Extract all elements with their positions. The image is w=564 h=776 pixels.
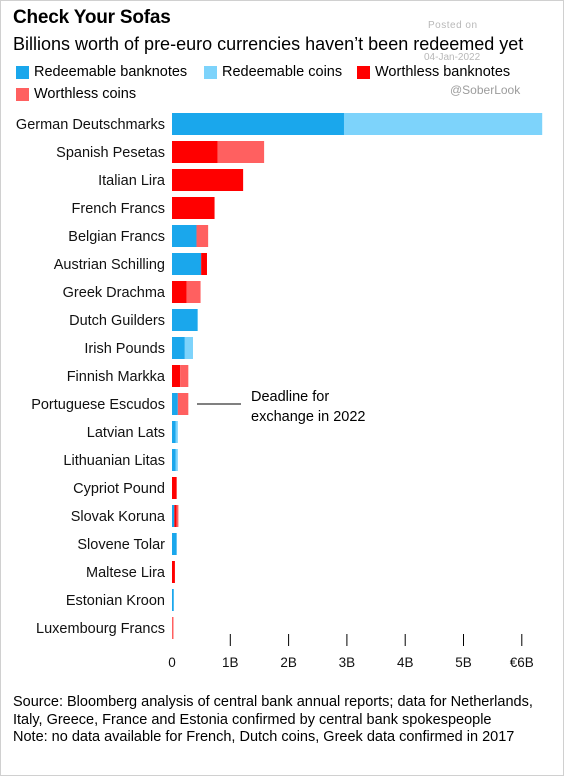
legend-item-worthless-coins: Worthless coins: [16, 86, 136, 102]
chart-title: Check Your Sofas: [13, 7, 171, 28]
category-label-estonian-kroon: Estonian Kroon: [66, 593, 165, 609]
category-label-austrian-schilling: Austrian Schilling: [54, 257, 165, 273]
watermark-handle: @SoberLook: [450, 83, 521, 97]
bar-italian-lira-worthless-banknotes: [172, 169, 244, 191]
category-label-italian-lira: Italian Lira: [98, 173, 166, 189]
bar-irish-pounds-redeemable-coins: [184, 337, 193, 359]
bar-maltese-lira-worthless-banknotes: [172, 561, 175, 583]
annotation-line2: exchange in 2022: [251, 409, 366, 425]
legend-label: Redeemable banknotes: [34, 64, 188, 80]
category-label-greek-drachma: Greek Drachma: [63, 285, 166, 301]
category-label-french-francs: French Francs: [72, 201, 165, 217]
legend-swatch-worthless-coins: [16, 87, 29, 101]
category-label-finnish-markka: Finnish Markka: [67, 369, 166, 385]
legend-item-redeemable-banknotes: Redeemable banknotes: [16, 64, 187, 80]
bar-cypriot-pound-worthless-banknotes: [172, 477, 177, 499]
bar-dutch-guilders-redeemable-banknotes: [172, 309, 198, 331]
category-label-lithuanian-litas: Lithuanian Litas: [63, 453, 165, 469]
category-label-irish-pounds: Irish Pounds: [84, 341, 165, 357]
bar-spanish-pesetas-worthless-banknotes: [172, 141, 218, 163]
legend-label: Worthless coins: [34, 86, 137, 102]
category-label-german-deutschmarks: German Deutschmarks: [16, 117, 165, 133]
x-tick-label-4: 4B: [397, 655, 414, 670]
annotation-line1: Deadline for: [251, 389, 330, 405]
bar-estonian-kroon-redeemable-banknotes: [172, 589, 174, 611]
bar-slovak-koruna-worthless-coins: [176, 505, 179, 527]
bar-chart: German Deutschmarks Spanish Pesetas Italia…: [16, 113, 543, 670]
legend-label: Worthless banknotes: [375, 64, 511, 80]
data-note: Note: no data available for French, Dutc…: [13, 729, 515, 745]
deadline-annotation: Deadline for exchange in 2022: [251, 387, 401, 427]
bar-german-deutschmarks-redeemable-coins: [343, 113, 543, 135]
bar-latvian-lats-redeemable-coins: [175, 421, 178, 443]
watermark-posted: Posted on: [428, 20, 478, 31]
bar-slovak-koruna-redeemable-banknotes: [172, 505, 175, 527]
source-note: Source: Bloomberg analysis of central ba…: [13, 694, 533, 728]
bar-lithuanian-litas-redeemable-banknotes: [172, 449, 176, 471]
bar-french-francs-worthless-banknotes: [172, 197, 215, 219]
legend-swatch-redeemable-coins: [204, 65, 217, 79]
category-label-luxembourg-francs: Luxembourg Francs: [36, 621, 165, 637]
category-label-portuguese-escudos: Portuguese Escudos: [31, 397, 165, 413]
bar-latvian-lats-redeemable-banknotes: [172, 421, 176, 443]
x-tick-label-3: 3B: [339, 655, 356, 670]
legend-swatch-worthless-banknotes: [357, 65, 370, 79]
x-tick-label-0: 0: [168, 655, 176, 670]
category-label-cypriot-pound: Cypriot Pound: [73, 481, 165, 497]
category-label-dutch-guilders: Dutch Guilders: [69, 313, 165, 329]
bar-austrian-schilling-redeemable-banknotes: [172, 253, 202, 275]
category-label-latvian-lats: Latvian Lats: [87, 425, 165, 441]
bar-greek-drachma-worthless-banknotes: [172, 281, 187, 303]
legend-item-worthless-banknotes: Worthless banknotes: [357, 64, 510, 80]
category-label-maltese-lira: Maltese Lira: [86, 565, 166, 581]
watermark-date: 04-Jan-2022: [424, 52, 481, 63]
legend-item-redeemable-coins: Redeemable coins: [204, 64, 342, 80]
bar-slovene-tolar-redeemable-banknotes: [172, 533, 177, 555]
bar-austrian-schilling-worthless-banknotes: [201, 253, 207, 275]
x-tick-label-5: 5B: [455, 655, 472, 670]
category-label-belgian-francs: Belgian Francs: [68, 229, 165, 245]
category-label-slovak-koruna: Slovak Koruna: [71, 509, 166, 525]
bar-slovak-koruna-worthless-banknotes: [174, 505, 177, 527]
legend-swatch-redeemable-banknotes: [16, 65, 29, 79]
category-label-spanish-pesetas: Spanish Pesetas: [56, 145, 165, 161]
bar-greek-drachma-worthless-coins: [186, 281, 201, 303]
bar-luxembourg-francs-worthless-coins: [172, 617, 174, 639]
bar-portuguese-escudos-redeemable-banknotes: [172, 393, 178, 415]
bar-finnish-markka-worthless-coins: [180, 365, 189, 387]
x-tick-label-1: 1B: [222, 655, 239, 670]
bar-spanish-pesetas-worthless-coins: [217, 141, 265, 163]
category-label-slovene-tolar: Slovene Tolar: [77, 537, 165, 553]
x-tick-label-2: 2B: [280, 655, 297, 670]
bar-belgian-francs-worthless-coins: [196, 225, 209, 247]
bar-lithuanian-litas-redeemable-coins: [175, 449, 178, 471]
chart-subtitle: Billions worth of pre-euro currencies ha…: [13, 34, 524, 54]
bar-portuguese-escudos-worthless-coins: [177, 393, 189, 415]
bar-finnish-markka-worthless-banknotes: [172, 365, 181, 387]
legend-label: Redeemable coins: [222, 64, 343, 80]
x-tick-label-6: €6B: [510, 655, 534, 670]
bar-belgian-francs-redeemable-banknotes: [172, 225, 197, 247]
bar-german-deutschmarks-redeemable-banknotes: [172, 113, 344, 135]
bar-irish-pounds-redeemable-banknotes: [172, 337, 185, 359]
chart-footer: Source: Bloomberg analysis of central ba…: [13, 694, 558, 747]
